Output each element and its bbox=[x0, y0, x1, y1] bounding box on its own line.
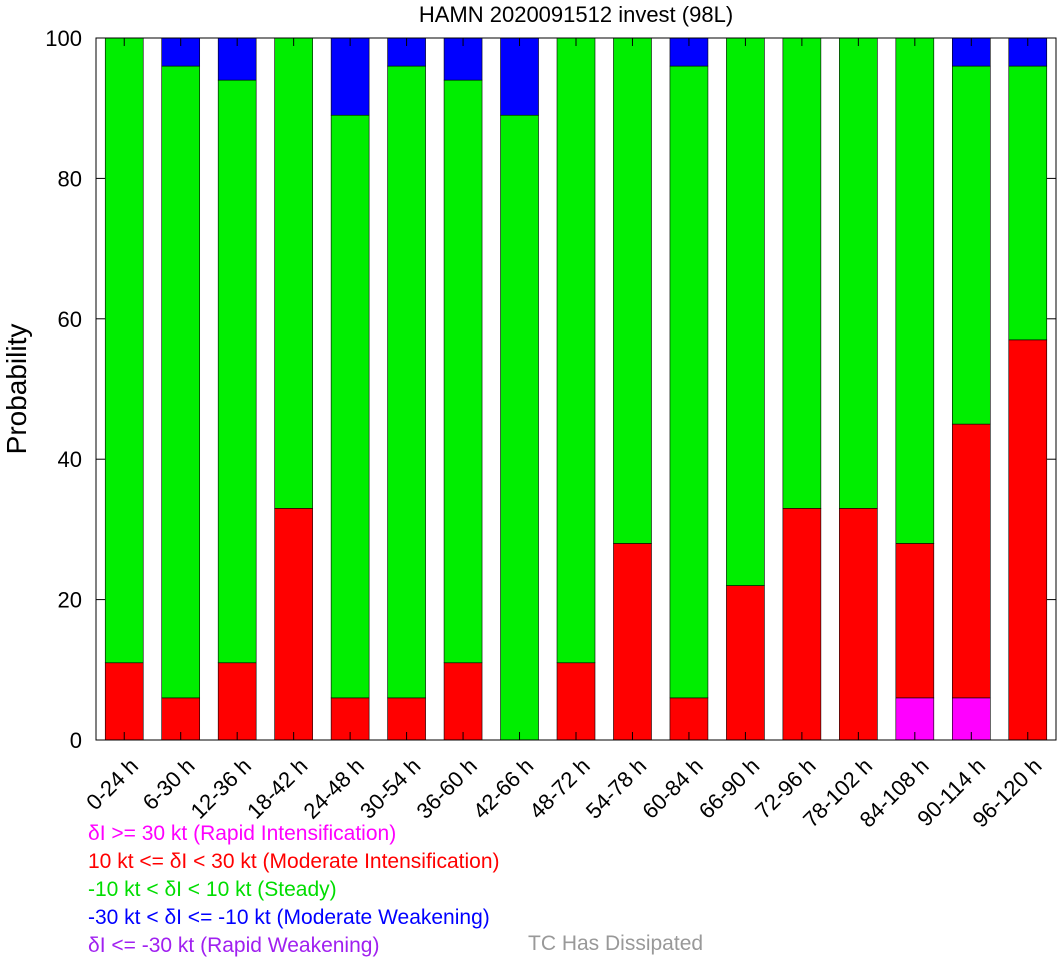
y-tick-label: 40 bbox=[58, 447, 82, 472]
y-tick-label: 0 bbox=[70, 728, 82, 753]
x-tick-label: 36-60 h bbox=[411, 753, 481, 823]
x-tick-label: 24-48 h bbox=[299, 753, 369, 823]
y-tick-label: 100 bbox=[45, 26, 82, 51]
y-axis: 0 20 40 60 80 100 bbox=[45, 26, 1056, 753]
x-tick-label: 18-42 h bbox=[242, 753, 312, 823]
bar-segment-54-78h-s2 bbox=[613, 37, 652, 544]
x-tick-label: 0-24 h bbox=[81, 753, 143, 815]
bar-segment-42-66h-s3 bbox=[500, 37, 539, 116]
x-tick-label: 66-90 h bbox=[694, 753, 764, 823]
bar-segment-96-120h-s1 bbox=[1008, 339, 1048, 741]
bar-segment-66-90h-s1 bbox=[726, 585, 765, 741]
bar-segment-66-90h-s2 bbox=[726, 37, 765, 586]
bar-segment-78-102h-s1 bbox=[839, 508, 878, 741]
y-axis-label: Probability bbox=[1, 324, 32, 455]
bar-segment-12-36h-s2 bbox=[217, 79, 257, 664]
chart-title: HAMN 2020091512 invest (98L) bbox=[419, 2, 733, 27]
bar-segment-42-66h-s2 bbox=[500, 114, 539, 741]
bar-segment-84-108h-s2 bbox=[895, 37, 935, 544]
bar-segment-60-84h-s3 bbox=[669, 37, 709, 67]
bar-segment-72-96h-s1 bbox=[782, 508, 822, 741]
bar-segment-36-60h-s1 bbox=[443, 662, 483, 741]
y-tick-label: 20 bbox=[58, 588, 82, 613]
bar-segment-48-72h-s2 bbox=[556, 37, 596, 664]
bar-segment-48-72h-s1 bbox=[556, 662, 596, 741]
bar-segment-0-24h-s2 bbox=[104, 37, 144, 664]
bar-segment-30-54h-s2 bbox=[387, 65, 426, 699]
bar-segment-36-60h-s2 bbox=[443, 79, 483, 664]
bar-segment-90-114h-s1 bbox=[951, 423, 991, 699]
legend-item-steady: -10 kt < δI < 10 kt (Steady) bbox=[88, 878, 337, 901]
bar-segment-24-48h-s2 bbox=[330, 114, 370, 699]
x-tick-label: 30-54 h bbox=[355, 753, 425, 823]
bar-segment-84-108h-s1 bbox=[895, 543, 935, 699]
legend-item-rapid-intensification: δI >= 30 kt (Rapid Intensification) bbox=[88, 822, 397, 845]
y-tick-label: 80 bbox=[58, 166, 82, 191]
bar-segment-60-84h-s2 bbox=[669, 65, 709, 699]
bar-segment-12-36h-s1 bbox=[217, 662, 257, 741]
legend-item-rapid-weakening: δI <= -30 kt (Rapid Weakening) bbox=[88, 934, 380, 957]
bars-group bbox=[104, 37, 1048, 741]
bar-segment-18-42h-s1 bbox=[274, 508, 313, 741]
bar-segment-6-30h-s2 bbox=[161, 65, 201, 699]
bar-segment-96-120h-s3 bbox=[1008, 37, 1048, 67]
bar-segment-78-102h-s2 bbox=[839, 37, 878, 509]
x-tick-label: 54-78 h bbox=[581, 753, 651, 823]
bar-segment-54-78h-s1 bbox=[613, 543, 652, 741]
bar-segment-18-42h-s2 bbox=[274, 37, 313, 509]
legend: δI >= 30 kt (Rapid Intensification) 10 k… bbox=[88, 820, 500, 960]
legend-item-moderate-weakening: -30 kt < δI <= -10 kt (Moderate Weakenin… bbox=[88, 906, 490, 929]
bar-segment-90-114h-s2 bbox=[951, 65, 991, 425]
x-tick-label: 42-66 h bbox=[468, 753, 538, 823]
bar-segment-24-48h-s3 bbox=[330, 37, 370, 116]
legend-item-moderate-intensification: 10 kt <= δI < 30 kt (Moderate Intensific… bbox=[88, 850, 500, 873]
y-tick-label: 60 bbox=[58, 307, 82, 332]
x-tick-label: 48-72 h bbox=[524, 753, 594, 823]
x-tick-label: 60-84 h bbox=[637, 753, 707, 823]
legend-item-dissipated: TC Has Dissipated bbox=[528, 932, 704, 955]
bar-segment-0-24h-s1 bbox=[104, 662, 144, 741]
x-tick-label: 12-36 h bbox=[186, 753, 256, 823]
bar-segment-72-96h-s2 bbox=[782, 37, 822, 509]
bar-segment-96-120h-s2 bbox=[1008, 65, 1048, 341]
